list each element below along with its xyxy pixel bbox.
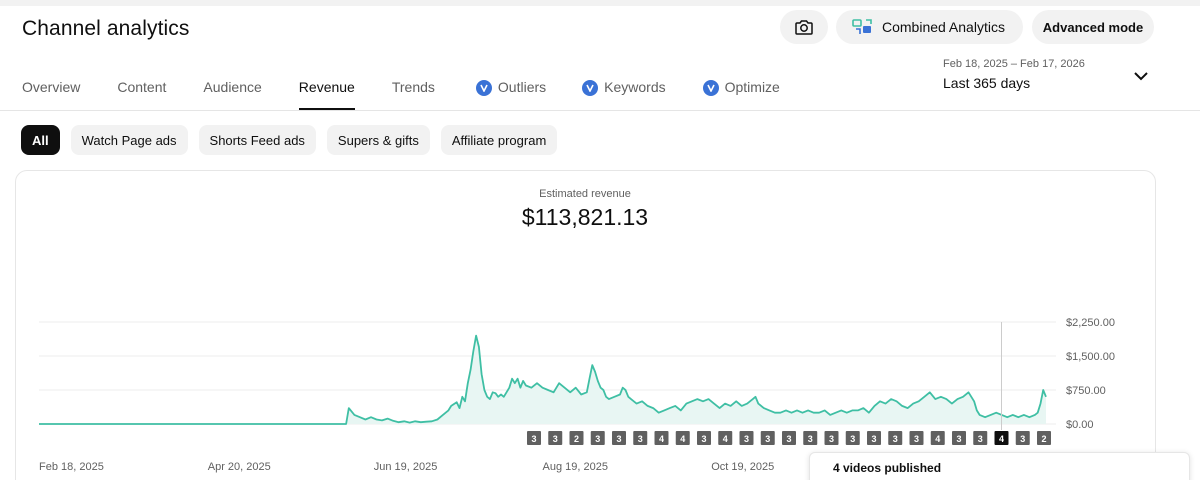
analytics-tabs: Overview Content Audience Revenue Trends… <box>22 70 780 110</box>
video-marker-label: 3 <box>638 434 643 444</box>
advanced-mode-button[interactable]: Advanced mode <box>1032 10 1154 44</box>
y-tick-label: $1,500.00 <box>1066 351 1115 363</box>
chart-card <box>15 170 1156 480</box>
video-marker <box>675 431 690 445</box>
chevron-down-icon[interactable] <box>1132 70 1150 82</box>
video-marker-label: 3 <box>871 434 876 444</box>
video-marker-label: 2 <box>574 434 579 444</box>
x-tick-label: Feb 18, 2025 <box>39 461 104 473</box>
video-marker-label: 3 <box>893 434 898 444</box>
video-marker-label: 3 <box>786 434 791 444</box>
video-marker-label: 4 <box>659 434 664 444</box>
video-marker-label: 4 <box>723 434 728 444</box>
video-marker <box>803 431 818 445</box>
video-marker <box>994 431 1009 445</box>
video-marker-label: 3 <box>553 434 558 444</box>
filter-shorts-feed-ads[interactable]: Shorts Feed ads <box>198 125 316 155</box>
video-marker <box>1037 431 1051 445</box>
tab-keywords[interactable]: Keywords <box>582 70 666 110</box>
camera-icon <box>795 20 813 35</box>
video-marker-label: 3 <box>531 434 536 444</box>
tab-outliers[interactable]: Outliers <box>475 70 546 110</box>
video-marker-label: 3 <box>765 434 770 444</box>
video-marker <box>548 431 563 445</box>
tab-optimize[interactable]: Optimize <box>702 70 780 110</box>
combined-analytics-button[interactable]: Combined Analytics <box>836 10 1023 44</box>
revenue-source-filters: All Watch Page ads Shorts Feed ads Super… <box>21 125 558 155</box>
video-marker-label: 3 <box>595 434 600 444</box>
x-tick-label: Jun 19, 2025 <box>374 461 438 473</box>
video-marker-label: 2 <box>1041 434 1046 444</box>
tabs-divider <box>0 110 1200 111</box>
tooltip-title: 4 videos published <box>833 461 942 475</box>
date-range-picker[interactable]: Feb 18, 2025 – Feb 17, 2026 Last 365 day… <box>943 58 1085 91</box>
video-marker <box>1015 431 1030 445</box>
filter-watch-page-ads[interactable]: Watch Page ads <box>70 125 188 155</box>
top-strip <box>0 0 1200 6</box>
video-marker-label: 3 <box>956 434 961 444</box>
video-marker <box>952 431 966 445</box>
video-marker <box>824 431 839 445</box>
video-marker <box>782 431 796 445</box>
video-marker-label: 3 <box>829 434 834 444</box>
y-tick-label: $0.00 <box>1066 419 1094 431</box>
metric-label: Estimated revenue <box>539 188 631 200</box>
video-marker-label: 3 <box>808 434 813 444</box>
video-marker <box>527 431 541 445</box>
video-marker-label: 3 <box>1020 434 1025 444</box>
y-tick-label: $750.00 <box>1066 385 1106 397</box>
video-marker-label: 3 <box>914 434 919 444</box>
video-marker-label: 3 <box>850 434 855 444</box>
video-marker <box>760 431 775 445</box>
video-marker-label: 3 <box>744 434 749 444</box>
video-marker <box>569 431 584 445</box>
video-marker-label: 4 <box>999 434 1004 444</box>
video-marker <box>739 431 754 445</box>
video-marker <box>718 431 733 445</box>
videos-published-tooltip: 4 videos published <box>809 452 1190 480</box>
y-tick-label: $2,250.00 <box>1066 317 1115 329</box>
tab-audience[interactable]: Audience <box>203 79 262 95</box>
video-marker <box>888 431 903 445</box>
video-marker <box>845 431 860 445</box>
date-range-text: Feb 18, 2025 – Feb 17, 2026 <box>943 58 1085 70</box>
video-marker <box>654 431 669 445</box>
x-tick-label: Apr 20, 2025 <box>208 461 271 473</box>
page-title: Channel analytics <box>22 17 190 40</box>
vidiq-icon <box>582 80 599 96</box>
video-marker-label: 3 <box>701 434 706 444</box>
combined-analytics-icon <box>852 19 872 34</box>
x-tick-label: Aug 19, 2025 <box>543 461 608 473</box>
x-tick-label: Oct 19, 2025 <box>711 461 774 473</box>
vidiq-icon <box>475 80 492 96</box>
tab-content[interactable]: Content <box>117 79 167 95</box>
video-marker-label: 4 <box>680 434 685 444</box>
video-marker <box>973 431 988 445</box>
video-marker-label: 4 <box>935 434 940 444</box>
video-marker <box>590 431 605 445</box>
filter-all[interactable]: All <box>21 125 60 155</box>
tab-overview[interactable]: Overview <box>22 79 81 95</box>
vidiq-icon <box>702 80 719 96</box>
metric-value: $113,821.13 <box>521 204 649 230</box>
screenshot-button[interactable] <box>780 10 828 44</box>
video-marker <box>930 431 945 445</box>
video-marker-label: 3 <box>978 434 983 444</box>
video-marker <box>633 431 648 445</box>
video-marker <box>909 431 924 445</box>
tab-revenue[interactable]: Revenue <box>298 70 355 110</box>
video-marker-label: 3 <box>616 434 621 444</box>
video-marker <box>697 431 711 445</box>
filter-affiliate-program[interactable]: Affiliate program <box>440 125 558 155</box>
series-line <box>39 334 1047 425</box>
video-marker <box>612 431 626 445</box>
filter-supers-gifts[interactable]: Supers & gifts <box>326 125 430 155</box>
video-marker <box>867 431 881 445</box>
combined-analytics-label: Combined Analytics <box>882 19 1005 35</box>
tab-trends[interactable]: Trends <box>391 79 435 95</box>
date-period-label: Last 365 days <box>943 75 1031 91</box>
series-area <box>39 335 1046 424</box>
